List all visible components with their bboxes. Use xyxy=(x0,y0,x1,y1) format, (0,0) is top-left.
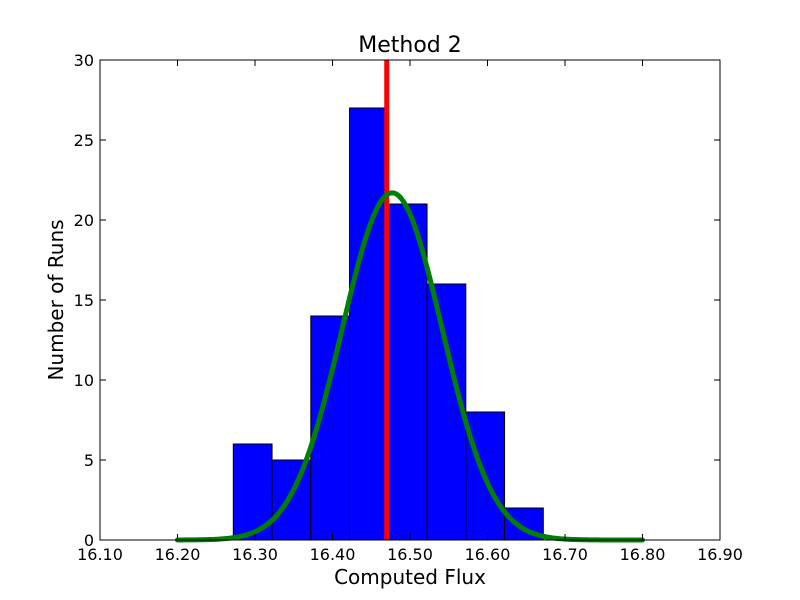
y-tick-label: 0 xyxy=(84,531,94,550)
x-tick-label: 16.80 xyxy=(620,545,666,564)
x-tick-label: 16.10 xyxy=(77,545,123,564)
x-tick-label: 16.20 xyxy=(155,545,201,564)
y-tick-label: 30 xyxy=(74,51,94,70)
histogram-bar-6 xyxy=(426,283,467,541)
y-tick-label: 20 xyxy=(74,211,94,230)
x-tick-label: 16.40 xyxy=(310,545,356,564)
x-tick-label: 16.30 xyxy=(232,545,278,564)
x-tick-label: 16.90 xyxy=(697,545,743,564)
x-tick-label: 16.60 xyxy=(465,545,511,564)
y-axis-title: Number of Runs xyxy=(44,219,68,380)
y-tick-label: 15 xyxy=(74,291,94,310)
y-tick-label: 25 xyxy=(74,131,94,150)
x-axis-ticks: 16.10 16.20 16.30 16.40 16.50 16.60 16.70 16.80… xyxy=(77,60,743,564)
histogram-bar-4 xyxy=(349,107,389,541)
x-axis-title: Computed Flux xyxy=(334,565,486,589)
y-tick-label: 10 xyxy=(74,371,94,390)
y-tick-label: 5 xyxy=(84,451,94,470)
x-tick-label: 16.70 xyxy=(542,545,588,564)
histogram-bar-2 xyxy=(271,459,312,541)
chart-title: Method 2 xyxy=(358,33,462,58)
histogram-bars xyxy=(232,107,544,541)
y-axis-ticks: 0 5 10 15 20 25 30 xyxy=(74,51,720,550)
x-tick-label: 16.50 xyxy=(387,545,433,564)
